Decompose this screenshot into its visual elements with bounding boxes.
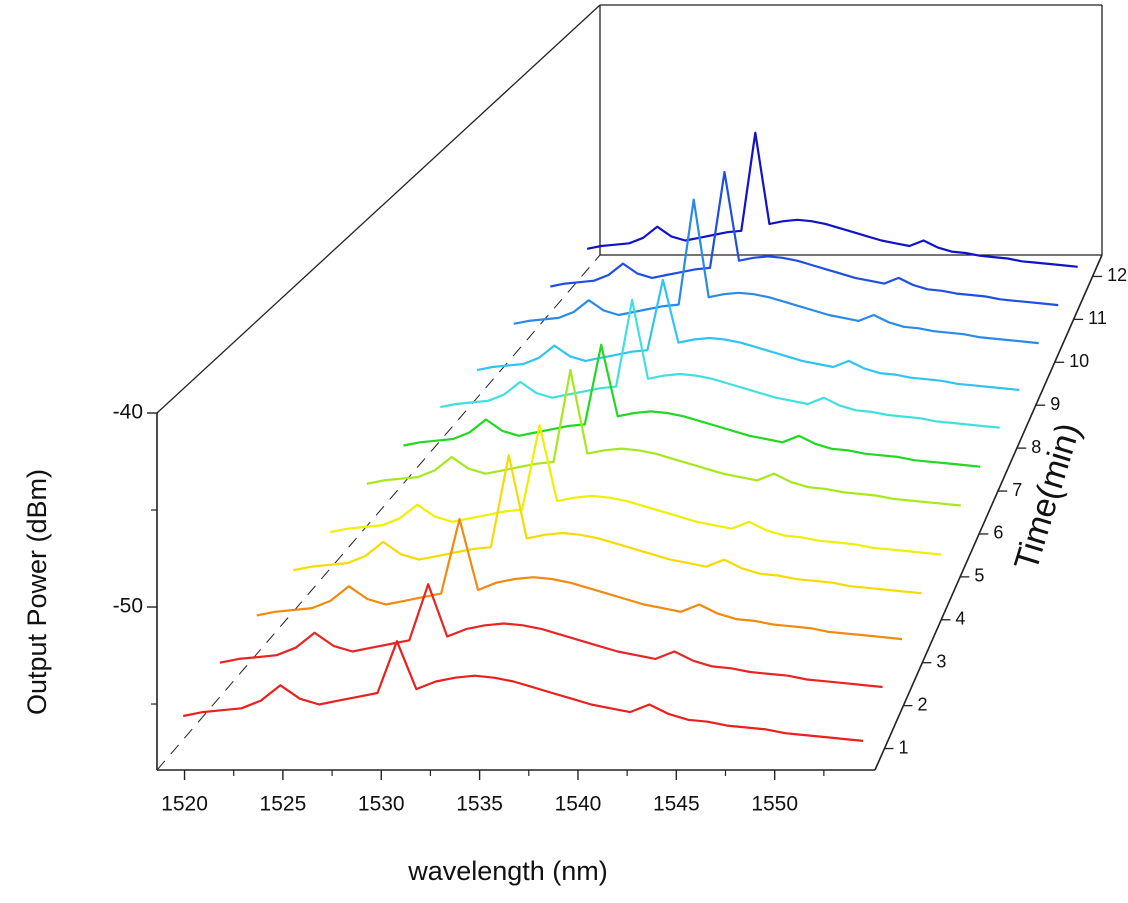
z-tick-label: 9 [1050,394,1060,414]
z-tick-label: 2 [917,694,927,714]
z-axis [874,254,1103,771]
y-tick-label: -40 [113,401,143,424]
x-tick-label: 1545 [653,793,700,816]
z-tick-label: 10 [1069,351,1089,371]
z-tick-label: 7 [1012,480,1022,500]
spectrum-trace [329,424,942,556]
z-tick-label: 3 [936,651,946,671]
z-tick-label: 8 [1031,437,1041,457]
ticks: 1520 1525 1530 1535 1540 1545 1550-40-50123456… [113,265,1128,815]
spectrum-trace [366,368,961,507]
z-tick-label: 1 [898,737,908,757]
spectrum-trace [293,454,922,595]
x-tick-label: 1540 [555,793,602,816]
x-tick-label: 1520 [161,793,208,816]
spectrum-trace [513,198,1039,345]
x-tick-label: 1530 [358,793,405,816]
y-axis-title: Output Power (dBm) [22,469,52,715]
spectrum-trace [476,278,1020,391]
traces [182,131,1078,742]
z-tick-label: 12 [1107,265,1127,285]
z-tick-label: 4 [955,609,965,629]
z-tick-label: 6 [993,523,1003,543]
y-tick-label: -50 [113,595,143,618]
spectrum-trace [256,517,903,641]
spectrum-trace [550,170,1059,307]
x-tick-label: 1535 [456,793,503,816]
spectrum-trace [403,343,981,468]
spectrum-trace [440,298,1000,429]
axes-frame [156,4,1103,771]
x-tick-label: 1550 [751,793,798,816]
spectrum-trace [219,583,883,689]
x-tick-label: 1525 [260,793,307,816]
x-axis-title: wavelength (nm) [407,856,608,886]
spectrum-trace [586,131,1078,268]
z-tick-label: 11 [1088,308,1107,328]
floor-edge [156,254,601,771]
spectrum-trace [182,640,864,742]
z-tick-label: 5 [974,566,984,586]
side-edge [156,4,601,414]
